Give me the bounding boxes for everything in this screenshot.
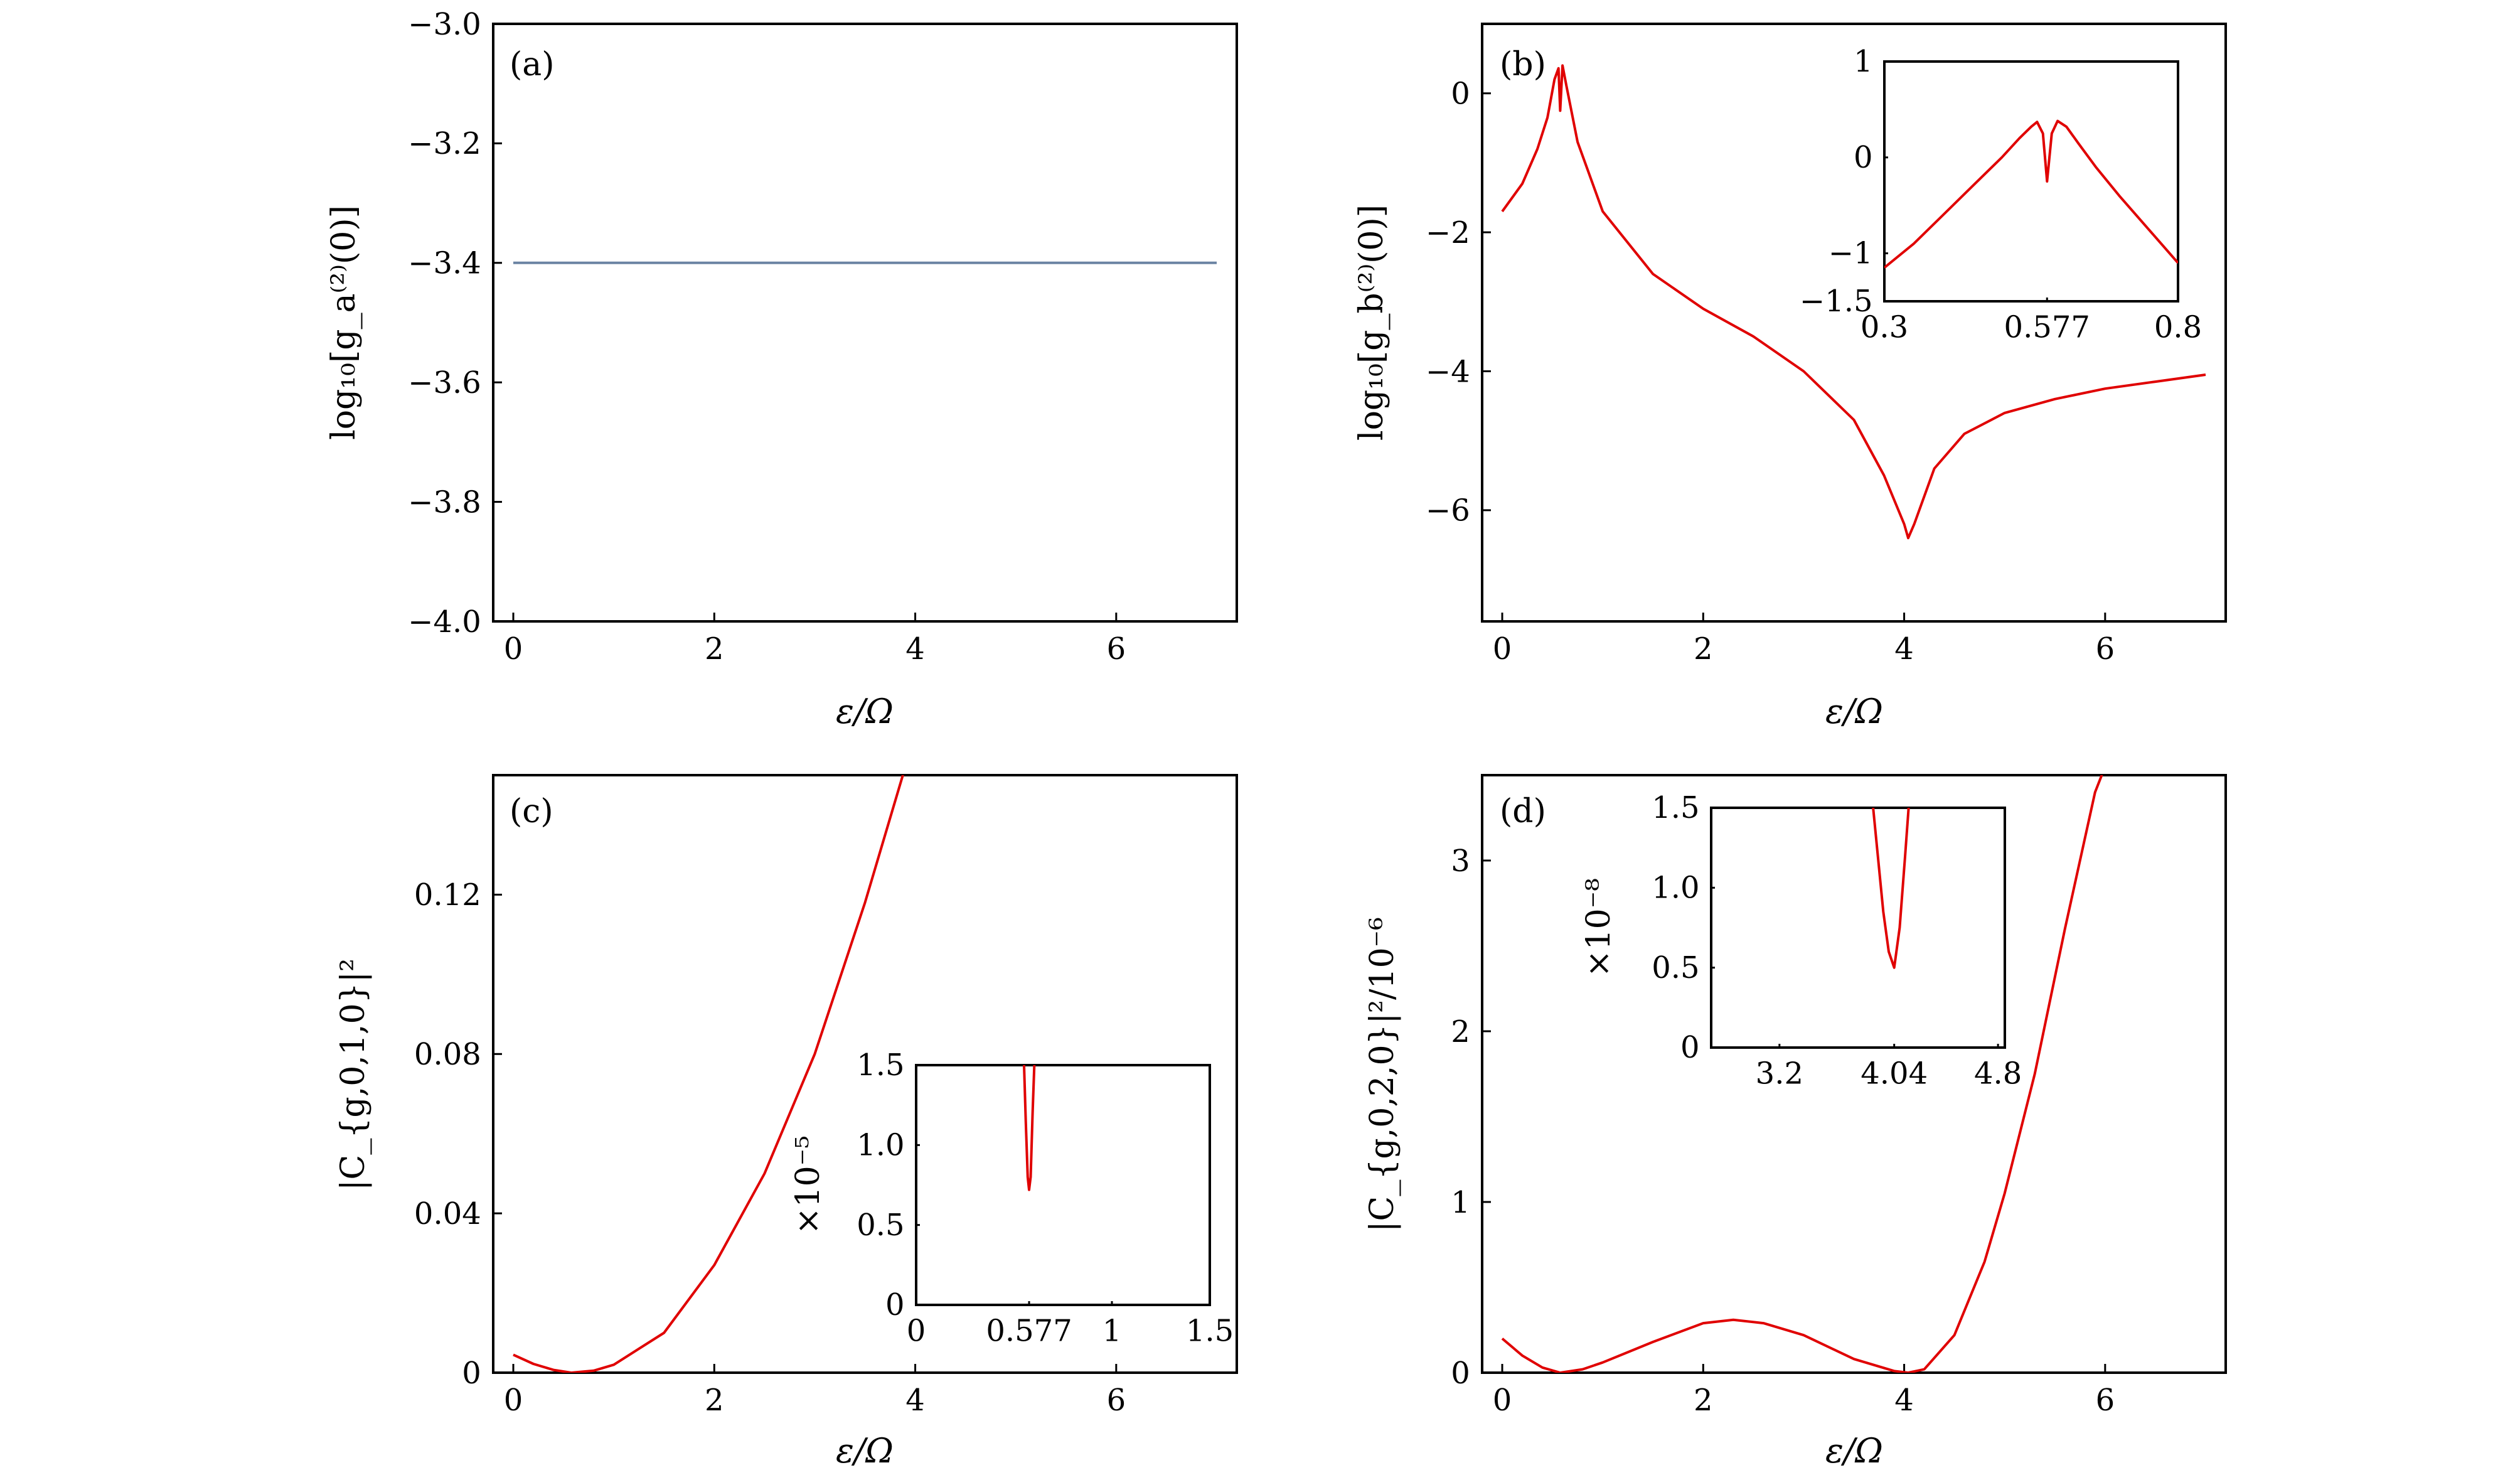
panel-b-ytick-label-0: 0	[1451, 76, 1470, 111]
panel-c-inset-frame	[915, 1064, 1211, 1306]
panel-b-ylabel: log₁₀[g_b⁽²⁾(0)]	[1353, 205, 1391, 441]
panel-c-inset-ylabel: ×10⁻⁵	[789, 1135, 827, 1235]
panel-d-xtick-label-3: 6	[2096, 1383, 2115, 1418]
panel-a-label: (a)	[510, 46, 555, 83]
panel-d-label: (d)	[1500, 793, 1546, 830]
panel-d-inset-ylabel: ×10⁻⁸	[1580, 878, 1618, 977]
panel-b-ytick-label-1: −2	[1426, 215, 1470, 250]
panel-c-xtick-label-0: 0	[504, 1383, 523, 1418]
panel-b-xtick-label-1: 2	[1694, 631, 1713, 667]
panel-c-inset-xtick-label-0: 0	[907, 1314, 926, 1349]
panel-c-xtick-label-1: 2	[705, 1383, 724, 1418]
panel-d-frame	[1481, 774, 2227, 1374]
panel-a-ytick-label-5: −4.0	[408, 604, 481, 640]
panel-b-ytick-label-2: −4	[1426, 354, 1470, 389]
panel-a-axes: 0 2 4 6 −3.0 −3.2 −3.4 −3.6 −3.8 −4.0	[408, 7, 1217, 667]
panel-b-inset-ytick-label-3: −1.5	[1800, 284, 1873, 319]
panel-d-ylabel: |C_{g,0,2,0}|²/10⁻⁶	[1364, 917, 1401, 1232]
panel-b-label: (b)	[1500, 46, 1546, 83]
panel-d-ytick-label-2: 2	[1451, 1014, 1470, 1049]
panel-b-inset-line	[1884, 119, 2178, 269]
panel-b-inset-ytick-label-1: 0	[1854, 140, 1873, 175]
panel-d-xtick-label-2: 4	[1894, 1383, 1914, 1418]
panel-c-label: (c)	[510, 793, 553, 830]
panel-b-xtick-label-2: 4	[1894, 631, 1914, 667]
panel-d-ytick-label-1: 1	[1451, 1185, 1470, 1220]
panel-d-inset-ytick-label-3: 1.5	[1652, 790, 1699, 825]
panel-d-xlabel: ε/Ω	[1825, 1431, 1883, 1471]
panel-a-ylabel: log₁₀[g_a⁽²⁾(0)]	[325, 205, 363, 440]
panel-b-inset-xtick-label-2: 0.8	[2154, 310, 2202, 345]
panel-d-xtick-label-0: 0	[1493, 1383, 1512, 1418]
panel-c-xtick-label-2: 4	[905, 1383, 925, 1418]
panel-c-ytick-label-2: 0.08	[414, 1037, 481, 1072]
panel-b-inset-xtick-label-1: 0.577	[2004, 310, 2090, 345]
panel-b-frame	[1481, 23, 2227, 623]
panel-a-frame	[492, 23, 1238, 623]
panel-b-inset-frame	[1883, 60, 2179, 303]
panel-d-ytick-label-3: 3	[1451, 844, 1470, 879]
panel-b: (b) ε/Ω log₁₀[g_b⁽²⁾(0)] 0 2 4 6 0 −2 −4 −6 0.3…	[1353, 23, 2227, 731]
panel-a-xtick-label-3: 6	[1107, 631, 1126, 667]
panel-d-inset: 3.2 4.04 4.8 0 0.5 1.0 1.5	[1652, 790, 2022, 1091]
panel-a-ytick-label-0: −3.0	[408, 7, 481, 42]
panel-a-xtick-label-2: 4	[905, 631, 925, 667]
panel-d: (d) ε/Ω |C_{g,0,2,0}|²/10⁻⁶ 0 2 4 6 0 1 2 3 ×10…	[1364, 774, 2227, 1471]
panel-b-inset-ytick-label-2: −1	[1829, 236, 1873, 271]
panel-b-inset: 0.3 0.577 0.8 1 0 −1 −1.5	[1800, 44, 2202, 345]
panel-c-ytick-label-3: 0.12	[414, 877, 481, 913]
panel-a-ytick-label-2: −3.4	[408, 246, 481, 281]
panel-c: (c) ε/Ω |C_{g,0,1,0}|² 0 2 4 6 0 0.04 0.08 0.12…	[334, 774, 1238, 1471]
panel-a-xtick-label-1: 2	[705, 631, 724, 667]
panel-b-axes: 0 2 4 6 0 −2 −4 −6	[1426, 64, 2206, 667]
panel-d-inset-xtick-label-0: 3.2	[1756, 1056, 1803, 1092]
panel-a-xlabel: ε/Ω	[836, 692, 894, 731]
panel-d-ytick-label-0: 0	[1451, 1356, 1470, 1391]
panel-c-inset-ytick-label-1: 0.5	[857, 1208, 904, 1243]
panel-d-inset-line	[1872, 808, 1910, 969]
panel-c-ytick-label-1: 0.04	[414, 1196, 481, 1231]
panel-b-xtick-label-0: 0	[1493, 631, 1512, 667]
panel-d-xtick-label-1: 2	[1694, 1383, 1713, 1418]
panel-a-ytick-label-1: −3.2	[408, 126, 481, 161]
panel-b-inset-xtick-label-0: 0.3	[1861, 310, 1908, 345]
panel-c-inset-xtick-label-1: 0.577	[986, 1314, 1072, 1349]
panel-d-inset-frame	[1710, 807, 2006, 1049]
panel-b-xtick-label-3: 6	[2096, 631, 2115, 667]
panel-c-ytick-label-0: 0	[462, 1356, 481, 1391]
panel-d-inset-ytick-label-0: 0	[1680, 1030, 1700, 1065]
panel-a-xtick-label-0: 0	[504, 631, 523, 667]
panel-d-series-line-0	[1501, 775, 2103, 1373]
panel-c-inset-ytick-label-2: 1.0	[857, 1127, 904, 1162]
panel-c-inset-ytick-label-0: 0	[885, 1287, 905, 1322]
panel-c-series-line-0	[513, 775, 904, 1373]
panel-c-xlabel: ε/Ω	[836, 1431, 894, 1471]
panel-a-ytick-label-3: −3.6	[408, 365, 481, 400]
panel-d-inset-ytick-label-2: 1.0	[1652, 870, 1699, 905]
panel-c-xtick-label-3: 6	[1107, 1383, 1126, 1418]
panel-b-series-line-0	[1501, 64, 2206, 540]
panel-a: (a) ε/Ω log₁₀[g_a⁽²⁾(0)] 0 2 4 6 −3.0 −3.2 −3.…	[325, 7, 1238, 731]
panel-d-inset-ytick-label-1: 0.5	[1652, 950, 1699, 985]
panel-c-inset-xtick-label-3: 1.5	[1186, 1314, 1234, 1349]
panel-b-xlabel: ε/Ω	[1825, 692, 1883, 731]
panel-a-ytick-label-4: −3.8	[408, 485, 481, 520]
panel-c-inset: 0 0.577 1 1.5 0 0.5 1.0 1.5	[857, 1048, 1234, 1348]
panel-d-inset-xtick-label-2: 4.8	[1974, 1056, 2022, 1092]
panel-c-ylabel: |C_{g,0,1,0}|²	[334, 958, 372, 1191]
panel-d-inset-xtick-label-1: 4.04	[1861, 1056, 1928, 1092]
panel-c-axes: 0 2 4 6 0 0.04 0.08 0.12	[414, 775, 1126, 1418]
panel-d-axes: 0 2 4 6 0 1 2 3	[1451, 775, 2115, 1418]
panel-c-inset-ytick-label-3: 1.5	[857, 1048, 904, 1083]
panel-c-frame	[492, 774, 1238, 1374]
panel-c-inset-xtick-label-2: 1	[1102, 1314, 1122, 1349]
panel-c-inset-line	[1022, 1065, 1036, 1191]
panel-b-inset-ytick-label-0: 1	[1854, 44, 1873, 79]
panel-b-ytick-label-3: −6	[1426, 493, 1470, 528]
